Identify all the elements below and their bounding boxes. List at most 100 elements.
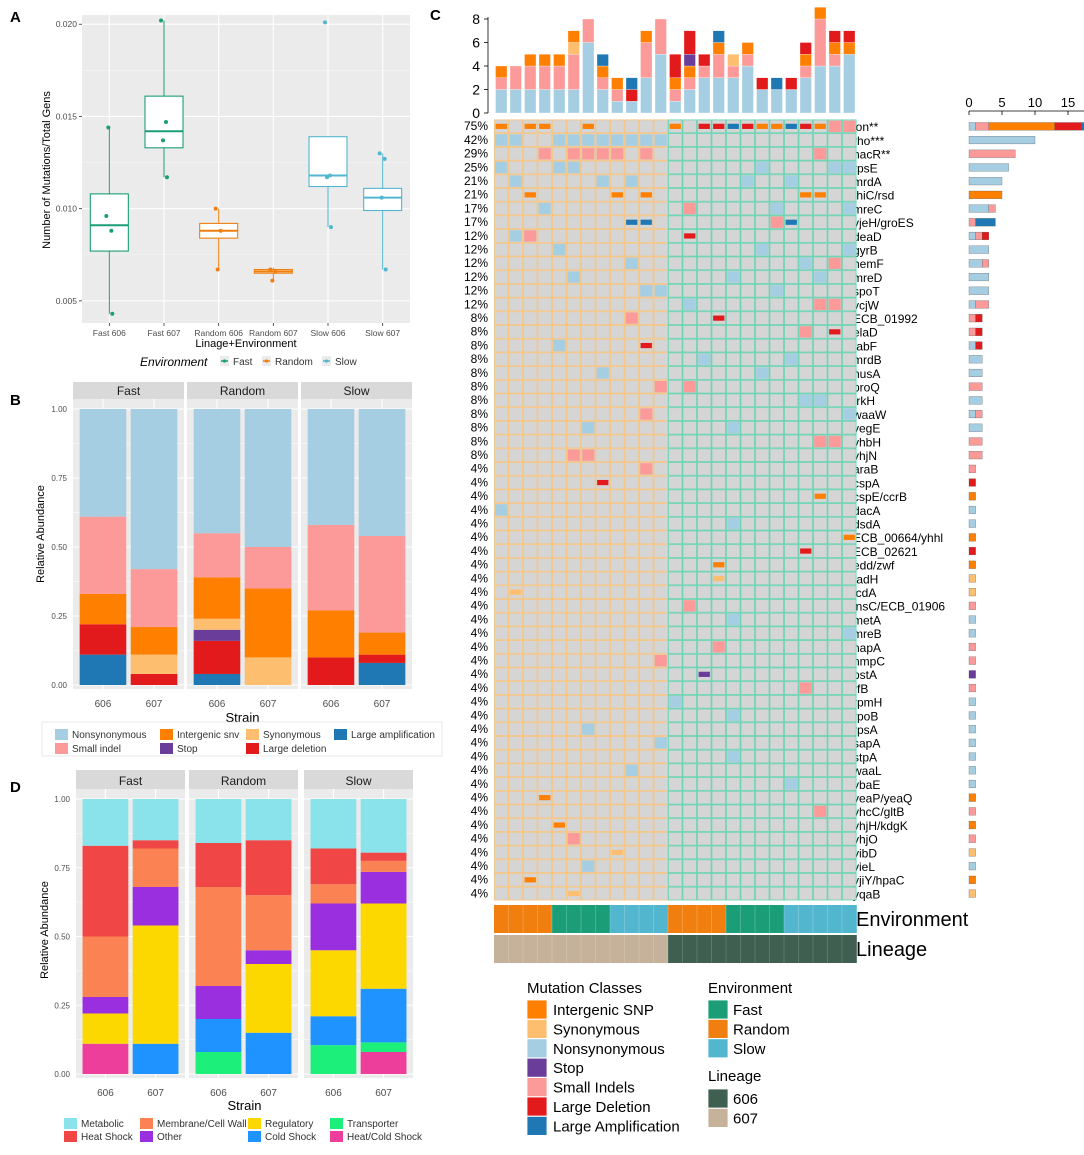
heatmap-cell (827, 626, 843, 641)
heatmap-cell (551, 749, 567, 764)
heatmap-cell (609, 270, 625, 284)
heatmap-cell (682, 708, 698, 723)
heatmap-cell (667, 489, 683, 504)
right-bar-segment (968, 725, 976, 734)
mutation-cell (756, 367, 769, 379)
heatmap-cell (711, 598, 727, 613)
heatmap-cell (595, 557, 611, 572)
heatmap-cell (769, 571, 785, 586)
heatmap-cell (493, 694, 509, 709)
right-bar-segment (968, 642, 976, 651)
row-percent: 8% (471, 366, 489, 380)
gene-label: ECB_01992 (853, 312, 918, 326)
gene-label: elaD (853, 326, 878, 340)
heatmap-cell (754, 448, 770, 463)
bar-segment (244, 657, 292, 685)
heatmap-cell (682, 845, 698, 860)
heatmap-cell (595, 585, 611, 600)
heatmap-cell (609, 585, 625, 600)
heatmap-cell (798, 516, 814, 531)
x-tick-label: 606 (323, 699, 340, 710)
heatmap-cell (711, 352, 727, 367)
legend-key (330, 1131, 343, 1142)
heatmap-cell (769, 777, 785, 791)
heatmap-cell (537, 256, 553, 271)
row-percent: 4% (471, 859, 489, 873)
heatmap-cell (725, 722, 741, 737)
mutation-cell (553, 244, 566, 256)
top-bar-segment (698, 65, 711, 78)
heatmap-cell (696, 489, 712, 504)
bar-segment (195, 986, 242, 1019)
heatmap-cell (638, 722, 654, 737)
heatmap-cell (754, 763, 770, 778)
mutation-cell (814, 271, 827, 283)
heatmap-cell (566, 352, 582, 367)
heatmap-cell (537, 818, 553, 832)
heatmap-cell (522, 215, 538, 230)
right-bar-segment (968, 779, 976, 788)
heatmap-cell (551, 831, 567, 846)
legend-label: Stop (177, 744, 198, 755)
heatmap-cell (551, 434, 567, 449)
legend-key (140, 1131, 153, 1142)
heatmap-cell (537, 653, 553, 668)
heatmap-cell (638, 749, 654, 764)
heatmap-cell (696, 886, 712, 901)
heatmap-cell (827, 886, 843, 901)
mutation-cell (785, 353, 798, 365)
legend-key (707, 1088, 729, 1109)
heatmap-cell (754, 612, 770, 627)
heatmap-cell (522, 626, 538, 641)
heatmap-cell (783, 187, 799, 202)
right-bar-segment (988, 204, 996, 213)
heatmap-cell (653, 598, 669, 613)
heatmap-cell (798, 585, 814, 600)
heatmap-cell (725, 790, 741, 805)
heatmap-cell (769, 886, 785, 901)
heatmap-cell (696, 872, 712, 887)
heatmap-cell (595, 708, 611, 723)
heatmap-cell (580, 229, 596, 243)
legend-label: Cold Shock (265, 1132, 317, 1143)
heatmap-cell (696, 585, 712, 600)
heatmap-cell (537, 461, 553, 476)
y-tick-label: 1.00 (54, 795, 70, 804)
heatmap-cell (696, 831, 712, 846)
heatmap-cell (580, 256, 596, 271)
mutation-cell (683, 298, 696, 311)
heatmap-cell (841, 311, 857, 326)
heatmap-cell (624, 338, 640, 353)
heatmap-cell (638, 297, 654, 312)
mutation-cell (799, 326, 812, 338)
bar-segment (360, 1052, 407, 1074)
heatmap-cell (667, 626, 683, 641)
heatmap-cell (638, 256, 654, 271)
heatmap-cell (725, 598, 741, 613)
heatmap-cell (638, 872, 654, 887)
right-bar-segment (968, 259, 983, 268)
mutation-cell (756, 123, 768, 129)
heatmap-cell (653, 640, 669, 654)
heatmap-cell (711, 133, 727, 147)
environment-cell (769, 905, 785, 933)
heatmap-cell (522, 708, 538, 723)
bar-segment (310, 903, 357, 951)
heatmap-cell (740, 215, 756, 230)
heatmap-cell (522, 174, 538, 189)
bar-segment (360, 1042, 407, 1052)
heatmap-cell (566, 201, 582, 216)
bar-segment (245, 1032, 292, 1074)
heatmap-cell (682, 886, 698, 901)
heatmap-cell (812, 448, 828, 463)
legend-label: Transporter (347, 1119, 399, 1130)
row-percent: 8% (471, 352, 489, 366)
top-bar-segment (509, 89, 522, 114)
heatmap-cell (754, 859, 770, 874)
heatmap-cell (769, 160, 785, 175)
heatmap-cell (624, 845, 640, 860)
legend-label: Large Amplification (553, 1118, 680, 1135)
heatmap-cell (667, 311, 683, 326)
heatmap-cell (624, 886, 640, 901)
mutation-cell (495, 123, 507, 129)
